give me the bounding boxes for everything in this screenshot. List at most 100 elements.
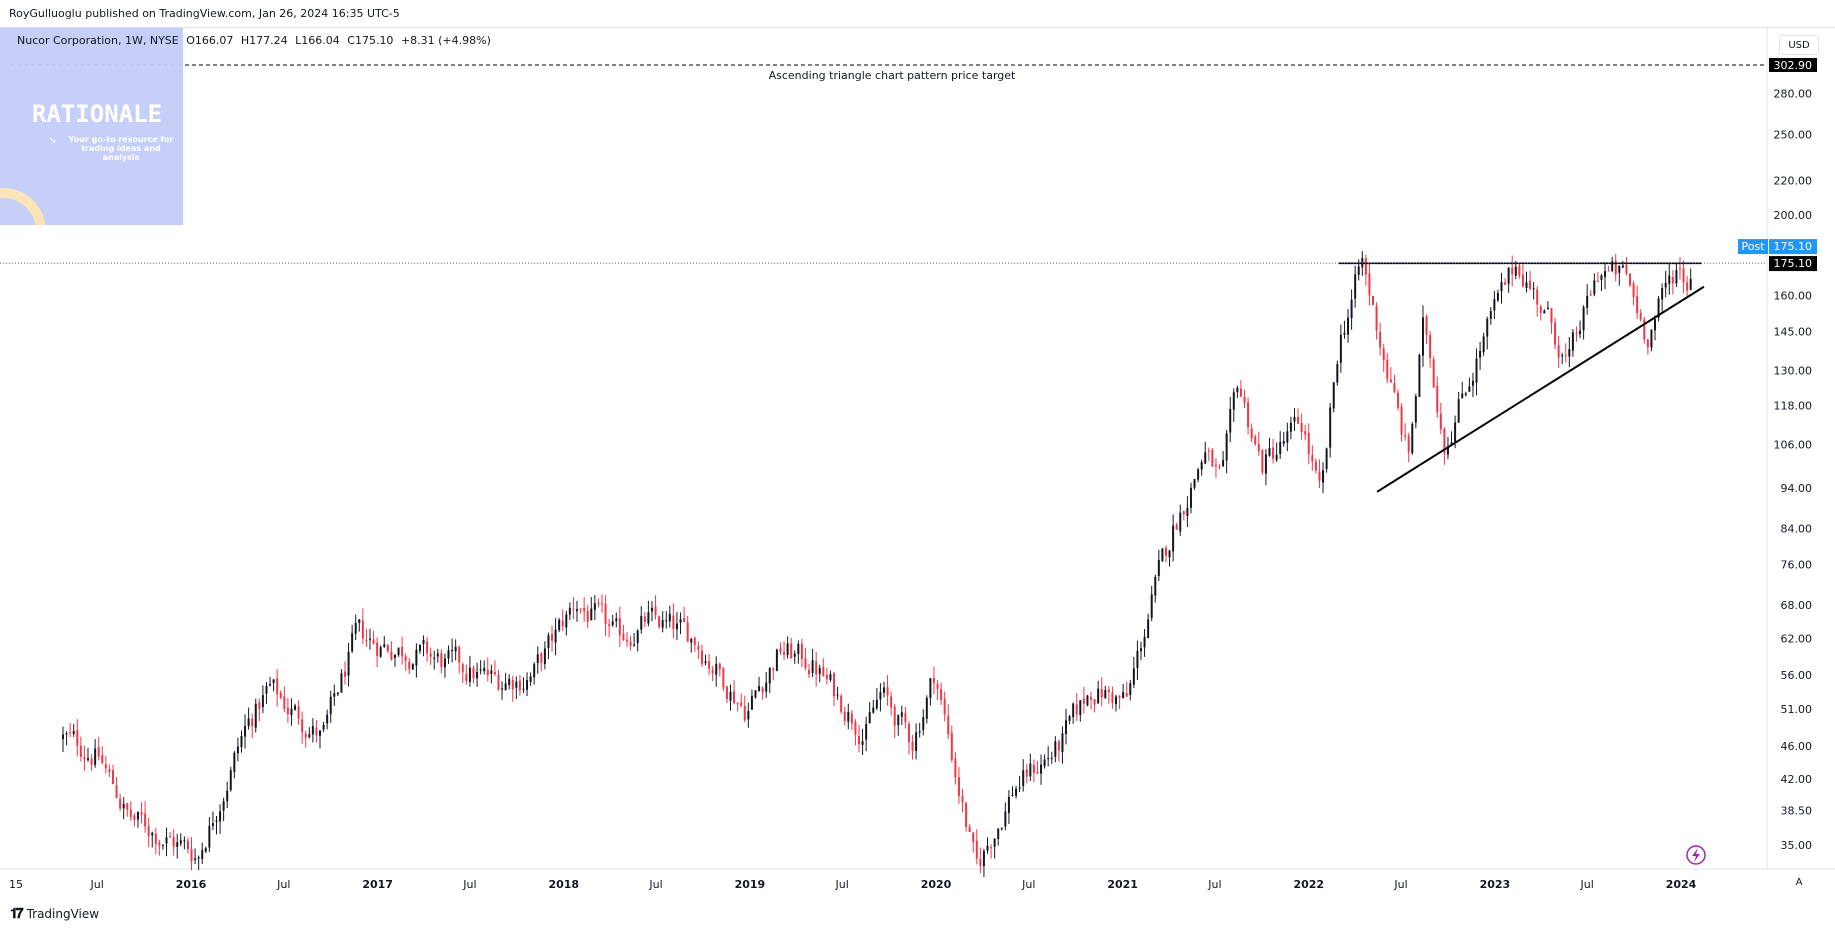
candle <box>1604 262 1607 290</box>
candle <box>1571 329 1574 357</box>
candle <box>383 635 386 648</box>
candle <box>572 597 575 620</box>
candle <box>611 614 614 628</box>
candle <box>126 802 129 817</box>
candle <box>472 665 475 684</box>
candle <box>1564 343 1567 363</box>
candle <box>1350 289 1353 330</box>
candle <box>1011 786 1014 797</box>
candle <box>754 690 757 699</box>
post-label-text: Post <box>1741 240 1765 253</box>
candle <box>1493 290 1496 320</box>
candle <box>72 723 75 737</box>
candle <box>722 667 725 692</box>
candle <box>351 624 354 653</box>
candle <box>1475 348 1478 396</box>
candle <box>1047 746 1050 767</box>
candle <box>158 839 161 856</box>
candle <box>69 722 72 738</box>
candle <box>1107 686 1110 704</box>
candle <box>1464 391 1467 397</box>
time-tick-label: 2020 <box>921 878 952 891</box>
candle <box>1236 385 1239 398</box>
candle <box>1639 308 1642 322</box>
candle <box>775 648 778 672</box>
candle <box>647 600 650 627</box>
auto-scale-button[interactable]: A <box>1795 877 1803 888</box>
candle <box>668 605 671 628</box>
candle <box>490 664 493 684</box>
candle <box>1118 695 1121 710</box>
candle <box>1486 316 1489 350</box>
candle <box>1682 260 1685 294</box>
time-axis[interactable]: 15 Jul 2016 Jul 2017 Jul 2018 Jul 2019 Jul 2020 Jul… <box>9 878 1697 891</box>
support-trendline[interactable] <box>1376 285 1705 493</box>
candle <box>1354 265 1357 308</box>
price-axis[interactable]: 35.00 38.50 42.00 46.00 51.00 56.00 62.00 68.00… <box>1774 87 1813 852</box>
candle <box>354 614 357 641</box>
candle <box>229 766 232 792</box>
legend-symbol[interactable]: Nucor Corporation, 1W, NYSE <box>17 34 179 47</box>
candle <box>1425 314 1428 345</box>
candle <box>1029 753 1032 782</box>
candle <box>1579 320 1582 339</box>
plot-area[interactable] <box>0 28 1767 869</box>
candle <box>551 625 554 652</box>
candle <box>222 797 225 822</box>
candle <box>1279 431 1282 459</box>
candle <box>1554 317 1557 350</box>
candle <box>1586 284 1589 315</box>
candle <box>911 734 914 760</box>
candle <box>1147 613 1150 639</box>
candle <box>1050 751 1053 764</box>
candle <box>1093 698 1096 713</box>
candle <box>1443 427 1446 465</box>
candle <box>1304 424 1307 441</box>
candle <box>932 666 935 695</box>
candle <box>1507 267 1510 293</box>
candle <box>875 688 878 711</box>
price-tick-label: 46.00 <box>1781 740 1813 753</box>
candle <box>1668 263 1671 295</box>
candle <box>1293 408 1296 431</box>
footer-brand[interactable]: 𝟏𝟕 TradingView <box>10 906 99 922</box>
candle <box>915 723 918 760</box>
candle <box>1325 447 1328 473</box>
candle <box>640 606 643 634</box>
candle <box>1525 271 1528 293</box>
candle <box>297 700 300 726</box>
candle <box>1032 759 1035 783</box>
candle <box>1286 422 1289 452</box>
candle <box>1054 736 1057 763</box>
candle <box>1504 278 1507 286</box>
candle <box>458 645 461 674</box>
candle <box>179 833 182 847</box>
candle <box>650 601 653 622</box>
candle <box>1489 307 1492 325</box>
candle <box>1375 302 1378 340</box>
candle <box>1678 257 1681 280</box>
candle <box>1075 692 1078 722</box>
candle <box>922 709 925 736</box>
candle <box>386 643 389 654</box>
post-price-text: 175.10 <box>1774 240 1813 253</box>
candle <box>1404 423 1407 441</box>
candle <box>254 698 257 733</box>
candle <box>376 637 379 668</box>
lightning-icon[interactable] <box>1686 845 1706 865</box>
candle <box>1414 393 1417 429</box>
currency-button[interactable]: USD <box>1779 35 1819 55</box>
candle <box>129 801 132 821</box>
candle <box>583 596 586 622</box>
candle <box>1546 301 1549 310</box>
candle <box>1247 397 1250 435</box>
candle <box>365 628 368 648</box>
candle <box>950 725 953 763</box>
price-chart[interactable]: Ascending triangle chart pattern price t… <box>0 28 1835 906</box>
candle <box>408 657 411 675</box>
candle <box>1168 550 1171 567</box>
candle <box>1314 458 1317 474</box>
price-tick-label: 35.00 <box>1781 839 1813 852</box>
candle <box>62 726 65 752</box>
candle <box>1272 438 1275 464</box>
